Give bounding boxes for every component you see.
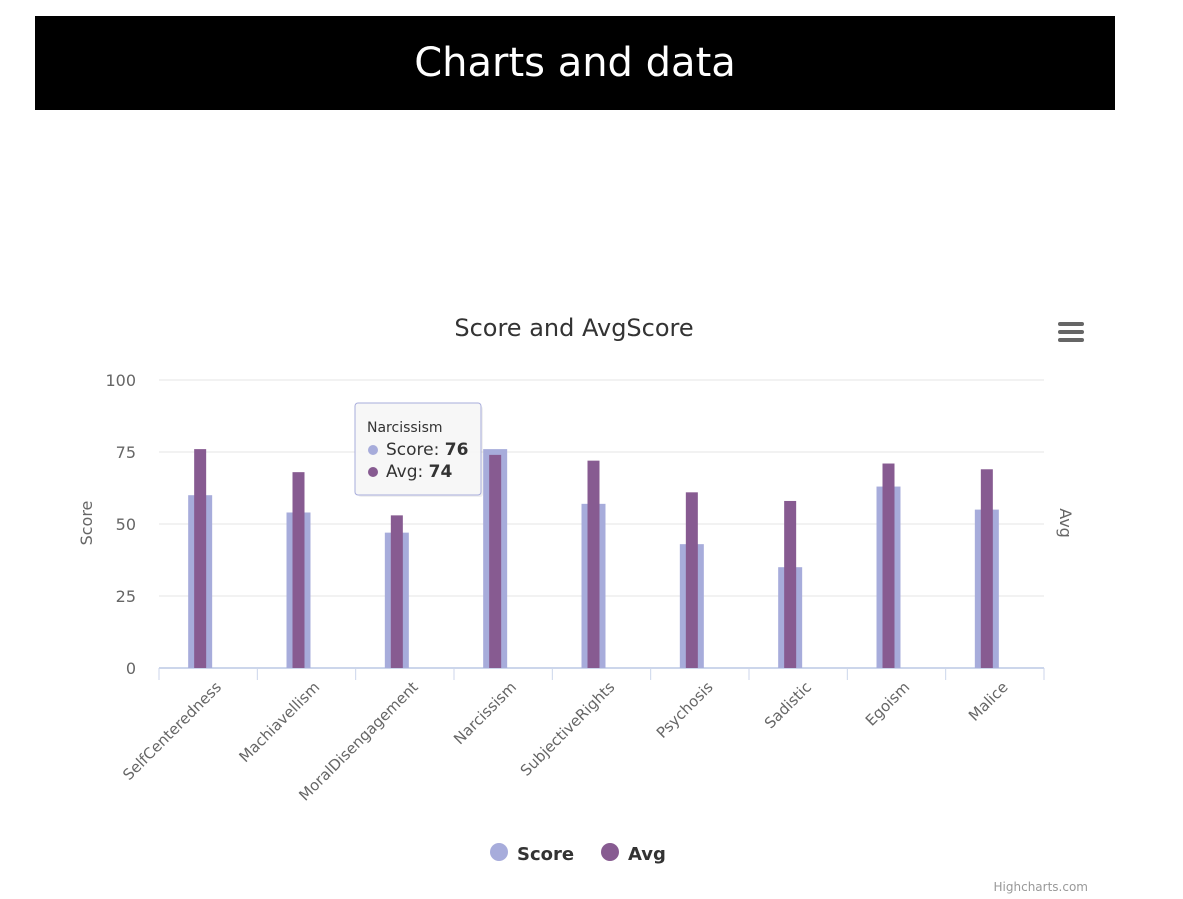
y-axis-right-title: Avg	[1056, 508, 1075, 538]
x-tick-label: Machiavellism	[235, 678, 323, 766]
tooltip-avg-marker	[368, 467, 378, 477]
bar-avg[interactable]	[194, 449, 207, 668]
x-axis	[158, 667, 1045, 680]
legend-avg-marker	[601, 843, 619, 861]
credits-link[interactable]: Highcharts.com	[994, 880, 1088, 894]
bar-avg[interactable]	[882, 463, 895, 668]
x-tick-label: Sadistic	[761, 678, 815, 732]
legend-score-marker	[490, 843, 508, 861]
x-tick-label: Narcissism	[450, 678, 520, 748]
x-tick-label: SubjectiveRights	[517, 678, 619, 780]
bar-avg[interactable]	[685, 492, 698, 668]
bar-avg[interactable]	[784, 500, 797, 668]
y-tick-label: 0	[126, 659, 136, 678]
hamburger-menu-icon	[1058, 322, 1084, 342]
y-axis-ticks: 0 25 50 75 100	[105, 371, 136, 678]
tooltip-avg-label: Avg:	[386, 462, 429, 482]
x-tick-label: SelfCenteredness	[119, 678, 225, 784]
tooltip-score-marker	[368, 445, 378, 455]
bars	[188, 449, 999, 668]
y-tick-label: 25	[116, 587, 136, 606]
legend-score-label: Score	[517, 844, 574, 865]
legend-avg-label: Avg	[628, 844, 666, 865]
tooltip-avg-line: Avg: 74	[386, 462, 452, 482]
chart-menu-button[interactable]	[1052, 316, 1092, 350]
tooltip-score-value: 76	[445, 440, 469, 460]
y-axis-title: Score	[77, 501, 96, 546]
tooltip-category: Narcissism	[367, 420, 443, 436]
x-tick-label: Psychosis	[653, 678, 717, 742]
tooltip-avg-value: 74	[429, 462, 453, 482]
page-title: Charts and data	[414, 40, 736, 86]
page-header: Charts and data	[35, 16, 1115, 110]
bar-avg[interactable]	[390, 515, 403, 668]
bar-avg[interactable]	[292, 472, 305, 668]
x-tick-label: Malice	[965, 678, 1012, 725]
chart-title: Score and AvgScore	[454, 314, 693, 342]
bar-avg[interactable]	[587, 460, 600, 668]
tooltip-score-line: Score: 76	[386, 440, 468, 460]
x-tick-label: Egoism	[862, 678, 913, 729]
bar-avg[interactable]	[980, 469, 993, 668]
y-tick-label: 75	[116, 443, 136, 462]
x-axis-labels: SelfCenteredness MachiavellismMoralDiseng…	[119, 678, 1011, 804]
y-tick-label: 100	[105, 371, 136, 390]
y-tick-label: 50	[116, 515, 136, 534]
legend-item-avg[interactable]: Avg	[601, 843, 666, 865]
legend-item-score[interactable]: Score	[490, 843, 574, 865]
bar-avg[interactable]	[489, 454, 502, 668]
tooltip: Narcissism Score: 76 Avg: 74	[354, 402, 483, 497]
tooltip-score-label: Score:	[386, 440, 445, 460]
